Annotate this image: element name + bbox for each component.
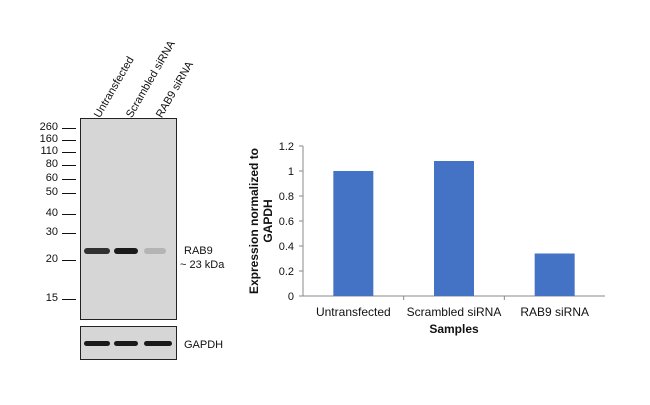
loading-control-label: GAPDH [184, 339, 224, 351]
marker-label-50: 50 [45, 186, 58, 198]
marker-label-80: 80 [45, 158, 58, 170]
bar [434, 161, 474, 296]
target-band-untransfected [84, 248, 110, 254]
blot-membrane-main [80, 118, 177, 320]
x-tick-label: Scrambled siRNA [407, 305, 502, 319]
marker-tick-20 [62, 260, 76, 261]
marker-tick-40 [62, 214, 76, 215]
marker-label-60: 60 [45, 172, 58, 184]
target-band-scrambled [114, 248, 138, 254]
x-tick-label: RAB9 siRNA [520, 305, 589, 319]
y-tick-label: 0.6 [279, 216, 294, 228]
y-tick-label: 1.2 [279, 141, 294, 153]
y-tick-label: 0.8 [279, 191, 294, 203]
blot-membrane-gapdh [80, 326, 177, 360]
marker-tick-160 [62, 140, 76, 141]
gapdh-band-scrambled [114, 341, 138, 346]
marker-tick-15 [62, 299, 76, 300]
expression-bar-chart: 0 0.2 0.4 0.6 0.8 1 1.2 Untransfected Scrambled … [247, 141, 605, 336]
y-tick-label: 0 [288, 291, 294, 303]
target-size-label: ~ 23 kDa [180, 259, 225, 271]
marker-label-40: 40 [45, 207, 58, 219]
marker-label-20: 20 [45, 253, 58, 265]
marker-label-160: 160 [39, 133, 58, 145]
target-band-rab9-sirna [144, 248, 166, 254]
marker-label-110: 110 [40, 145, 58, 157]
marker-label-260: 260 [39, 121, 58, 133]
y-tick-label: 1 [288, 166, 294, 178]
gapdh-band-untransfected [84, 341, 110, 346]
marker-tick-60 [62, 179, 76, 180]
marker-tick-80 [62, 165, 76, 166]
marker-tick-50 [62, 193, 76, 194]
bar [333, 171, 374, 296]
marker-label-15: 15 [45, 292, 58, 304]
y-tick-label: 0.2 [279, 266, 294, 278]
bar [534, 253, 575, 296]
y-tick-label: 0.4 [279, 241, 294, 253]
marker-tick-30 [62, 233, 76, 234]
y-axis-title: Expression normalized toGAPDH [247, 148, 275, 294]
target-label: RAB9 [184, 245, 213, 257]
marker-tick-260 [62, 128, 76, 129]
gapdh-band-rab9-sirna [144, 341, 172, 346]
marker-tick-110 [62, 152, 76, 153]
marker-label-30: 30 [45, 226, 58, 238]
x-tick-label: Untransfected [316, 305, 391, 319]
x-axis-title: Samples [429, 322, 479, 336]
